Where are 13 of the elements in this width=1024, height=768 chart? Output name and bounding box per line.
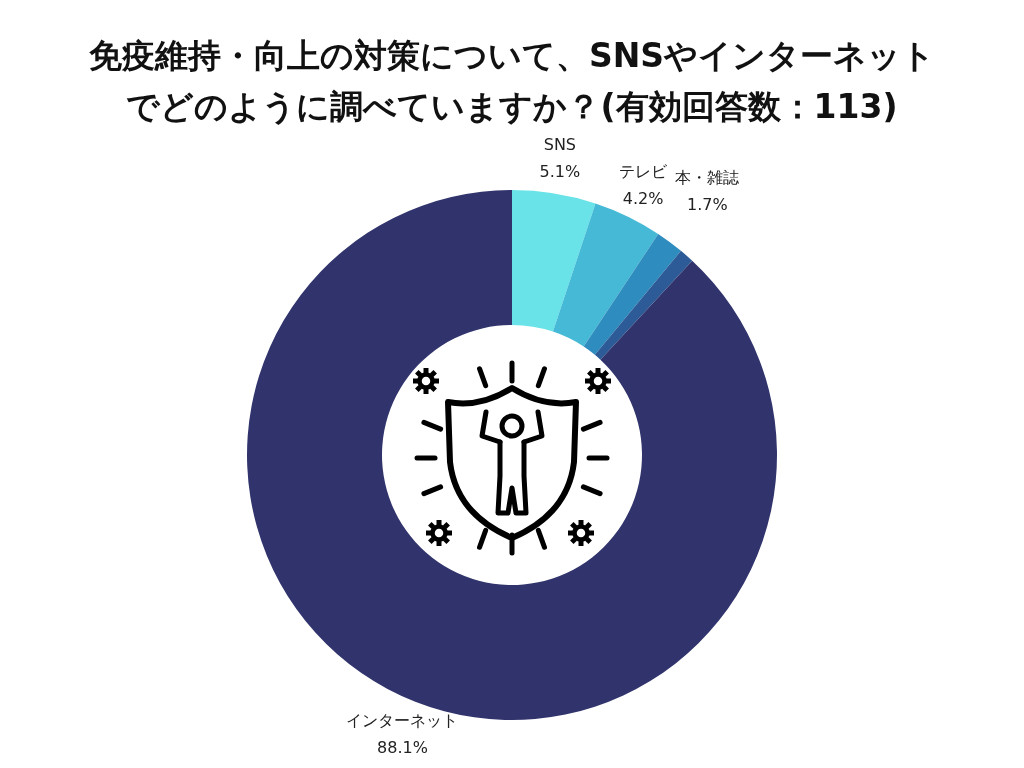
donut-slice [512,190,596,332]
donut-slice [594,250,693,360]
chart-title: 免疫維持・向上の対策について、SNSやインターネットでどのように調べていますか？(有効回答数：113) [88,36,936,127]
data-label: 1.7% [686,194,728,214]
slice-label: インターネット [346,710,459,730]
data-label: 88.1% [377,737,428,757]
data-label: 4.2% [622,188,664,208]
donut-slice [583,233,681,355]
data-label: 5.1% [539,162,581,182]
slice-label: 本・雑誌 [675,167,740,187]
slice-label: テレビ [619,161,669,181]
slice-label: SNS [543,135,576,155]
donut-slice [552,203,659,347]
